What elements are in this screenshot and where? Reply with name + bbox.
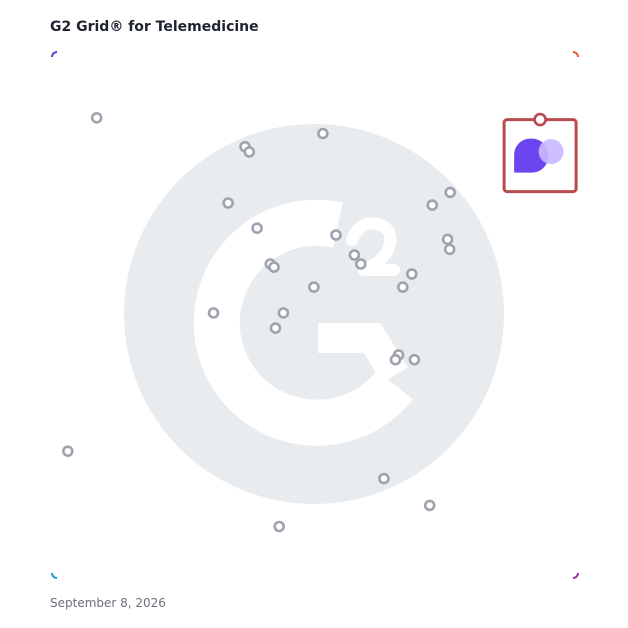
product-marker[interactable]	[222, 197, 234, 209]
product-marker[interactable]	[443, 243, 456, 256]
g2-watermark-icon	[124, 124, 504, 504]
highlighted-marker[interactable]	[533, 112, 547, 127]
product-marker[interactable]	[90, 112, 103, 124]
product-marker[interactable]	[330, 229, 342, 241]
product-marker[interactable]	[269, 322, 282, 334]
chart-title: G2 Grid® for Telemedicine	[50, 19, 259, 35]
product-marker[interactable]	[62, 445, 74, 458]
data-points	[62, 112, 457, 533]
product-marker[interactable]	[277, 307, 290, 319]
product-marker[interactable]	[378, 472, 390, 485]
product-marker[interactable]	[423, 499, 436, 512]
product-marker[interactable]	[441, 233, 454, 246]
product-marker[interactable]	[243, 146, 256, 158]
product-marker[interactable]	[426, 199, 439, 211]
product-marker[interactable]	[408, 353, 421, 366]
product-marker[interactable]	[308, 281, 320, 293]
product-marker[interactable]	[396, 281, 409, 293]
highlighted-product[interactable]	[502, 112, 578, 194]
product-marker[interactable]	[405, 268, 418, 280]
product-marker[interactable]	[268, 261, 280, 273]
product-marker[interactable]	[251, 222, 263, 234]
product-marker[interactable]	[273, 520, 286, 533]
grid-frame	[51, 51, 579, 579]
product-marker[interactable]	[348, 249, 361, 261]
product-marker[interactable]	[317, 127, 329, 140]
report-date: September 8, 2026	[50, 596, 166, 610]
product-logo-icon	[514, 138, 564, 173]
product-marker[interactable]	[444, 186, 457, 199]
product-marker[interactable]	[389, 353, 402, 366]
product-marker[interactable]	[354, 258, 367, 270]
product-marker[interactable]	[207, 307, 220, 319]
